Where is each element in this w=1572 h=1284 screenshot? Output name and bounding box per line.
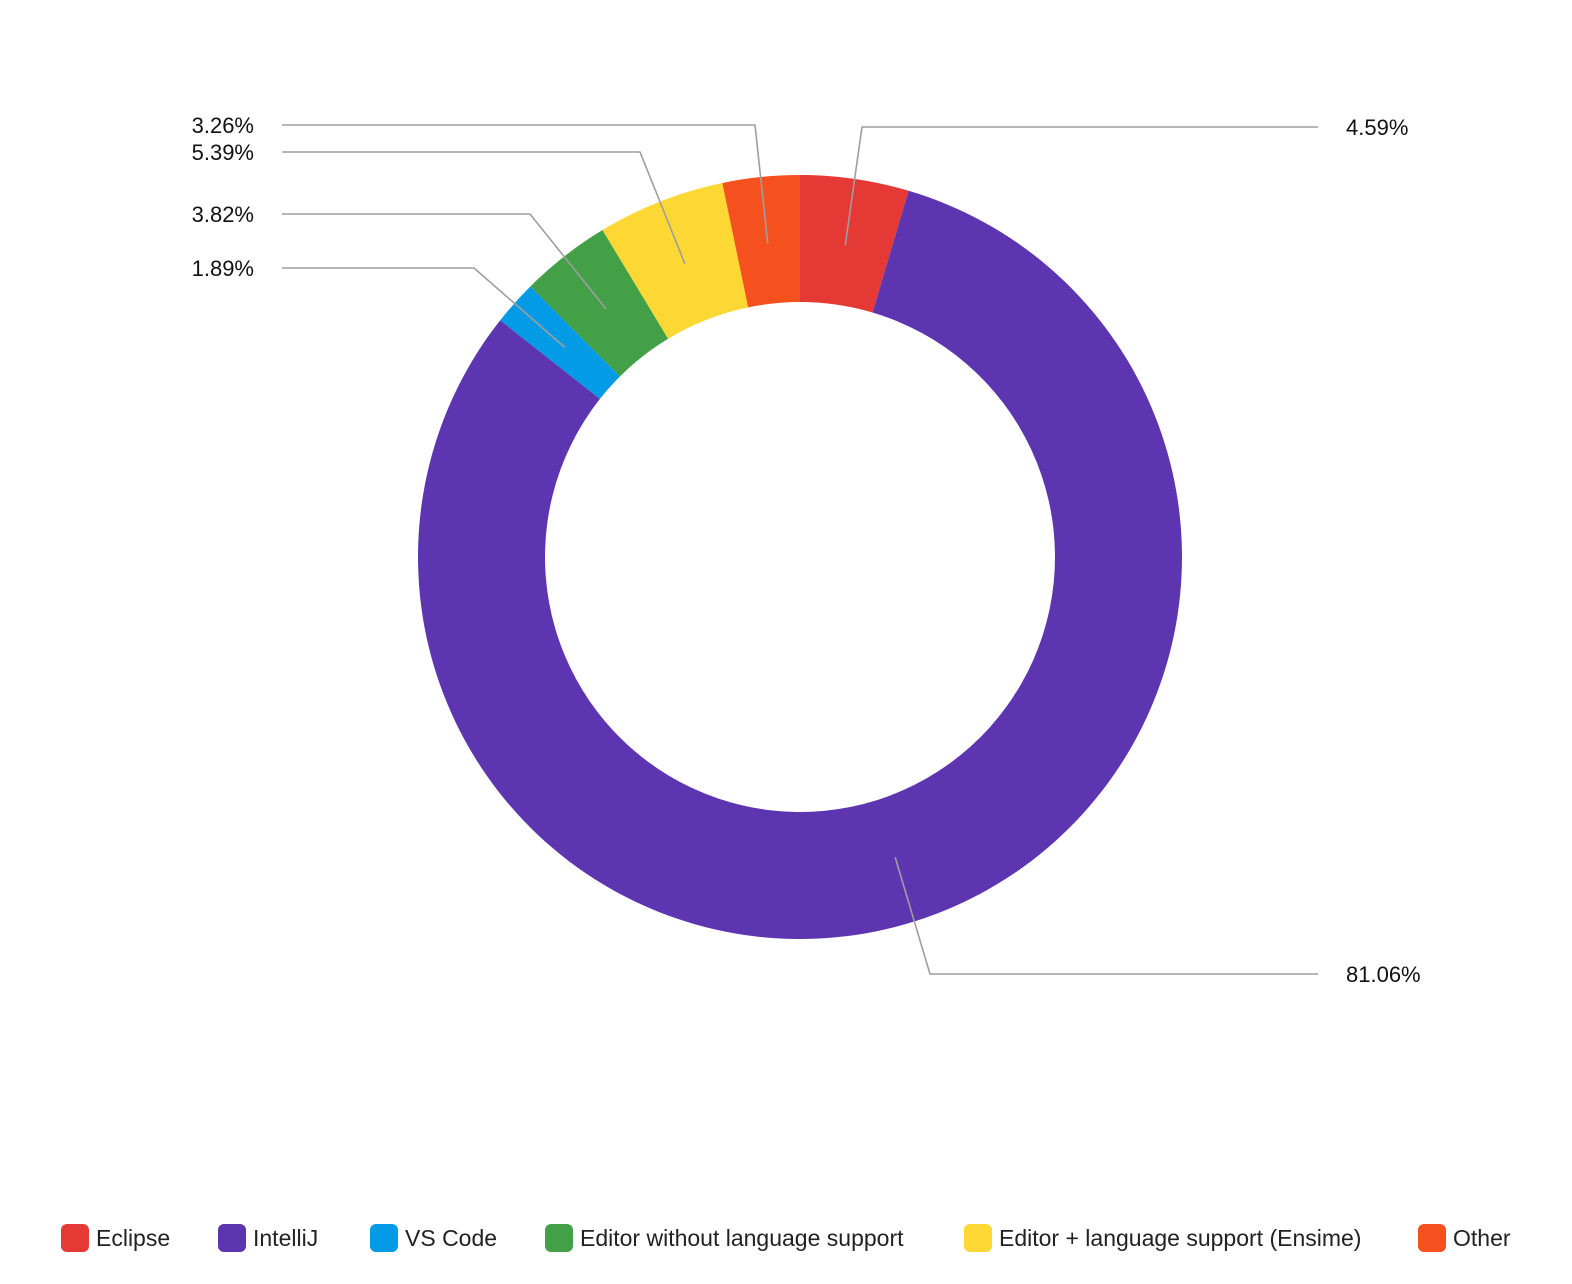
slice-label-eclipse: 4.59% [1346, 115, 1408, 140]
legend-swatch-vs-code [370, 1224, 398, 1252]
legend-swatch-editor-language-support-ensime [964, 1224, 992, 1252]
legend-label-eclipse: Eclipse [96, 1224, 171, 1251]
legend-swatch-editor-without-language-support [545, 1224, 573, 1252]
slice-label-other: 3.26% [192, 113, 254, 138]
legend-label-editor-language-support-ensime: Editor + language support (Ensime) [999, 1224, 1362, 1251]
legend-item-eclipse[interactable]: Eclipse [61, 1218, 170, 1258]
legend-swatch-eclipse [61, 1224, 89, 1252]
legend-item-editor-without-language-support[interactable]: Editor without language support [545, 1218, 904, 1258]
slice-label-vs-code: 1.89% [192, 256, 254, 281]
slice-label-editor-language-support-ensime: 5.39% [192, 140, 254, 165]
legend-item-intellij[interactable]: IntelliJ [218, 1218, 318, 1258]
legend-label-intellij: IntelliJ [253, 1224, 319, 1251]
leader-line-vs-code [282, 267, 566, 349]
slice-label-intellij: 81.06% [1346, 962, 1421, 987]
legend-label-editor-without-language-support: Editor without language support [580, 1224, 904, 1251]
legend-label-other: Other [1453, 1224, 1511, 1251]
legend-item-vs-code[interactable]: VS Code [370, 1218, 497, 1258]
legend-swatch-other [1418, 1224, 1446, 1252]
leader-line-eclipse [844, 126, 1318, 246]
leader-line-intellij [894, 857, 1318, 975]
legend-swatch-intellij [218, 1224, 246, 1252]
legend-item-editor-language-support-ensime[interactable]: Editor + language support (Ensime) [964, 1218, 1361, 1258]
slice-label-editor-without-language-support: 3.82% [192, 202, 254, 227]
donut-slices [417, 175, 1183, 940]
slice-labels: 4.59% 81.06% 1.89% 3.82% 5.39%3.26% [192, 113, 1421, 987]
legend-item-other[interactable]: Other [1418, 1218, 1511, 1258]
slice-eclipse[interactable] [800, 175, 909, 313]
legend-label-vs-code: VS Code [405, 1224, 498, 1251]
leader-line-editor-without-language-support [282, 213, 607, 310]
chart-legend: Eclipse IntelliJ VS Code Editor without lan… [0, 1218, 1572, 1258]
leader-line-other [282, 124, 769, 244]
slice-editor-without-language-support[interactable] [530, 230, 669, 377]
slice-editor-language-support-ensime[interactable] [602, 182, 749, 339]
leader-line-editor-language-support-ensime [282, 151, 686, 265]
slice-intellij[interactable] [417, 190, 1183, 940]
slice-other[interactable] [722, 175, 800, 308]
label-leader-lines [282, 124, 1318, 975]
